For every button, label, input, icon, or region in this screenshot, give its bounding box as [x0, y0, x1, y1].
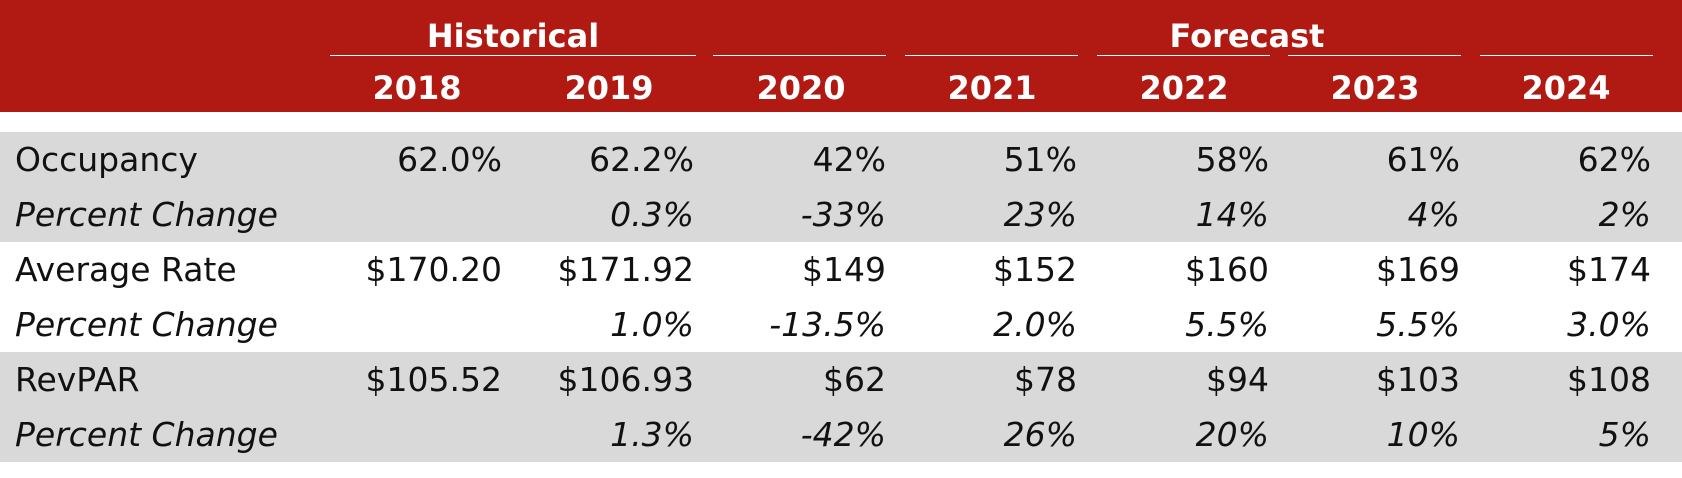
table-header: Historical Forecast 2018 2019 2020 2021 2022…	[0, 0, 1682, 112]
table-cell	[312, 187, 502, 242]
table-cell	[312, 297, 502, 352]
row-label: Average Rate	[15, 250, 237, 289]
table-cell: 42%	[812, 140, 886, 179]
group-label-historical: Historical	[426, 17, 600, 55]
table-cell: 1.3%	[610, 415, 694, 454]
table-cell: 2%	[1598, 195, 1651, 234]
header-rule-2023	[1288, 55, 1461, 56]
year-header-2024: 2024	[1521, 69, 1611, 107]
year-header-2020: 2020	[756, 69, 846, 107]
year-header-2021: 2021	[947, 69, 1037, 107]
table-cell: 4%	[1407, 195, 1460, 234]
row-label: RevPAR	[15, 360, 140, 399]
table-cell: -42%	[800, 415, 886, 454]
row-label: Occupancy	[15, 140, 198, 179]
table-cell: $78	[1014, 360, 1077, 399]
table-cell: $171.92	[557, 250, 694, 289]
year-header-2023: 2023	[1330, 69, 1420, 107]
table-row: RevPAR $105.52 $106.93 $62 $78 $94 $103 $108	[0, 352, 1682, 407]
table-cell: 2.0%	[993, 305, 1077, 344]
table-row: Percent Change 0.3% -33% 23% 14% 4% 2%	[0, 187, 1682, 242]
table-cell: $152	[993, 250, 1077, 289]
group-label-forecast: Forecast	[1169, 17, 1325, 55]
table-cell: 20%	[1195, 415, 1269, 454]
table-cell: $170.20	[365, 250, 502, 289]
table-cell: 62%	[1577, 140, 1651, 179]
table-cell: 51%	[1003, 140, 1077, 179]
table-cell: $103	[1376, 360, 1460, 399]
header-rule-2022	[1097, 55, 1270, 56]
data-table: Occupancy 62.0% 62.2% 42% 51% 58% 61% 62% Percen…	[0, 132, 1682, 478]
table-row: Percent Change 1.0% -13.5% 2.0% 5.5% 5.5% 3.0%	[0, 297, 1682, 352]
header-rule-2020	[713, 55, 886, 56]
table-cell: 23%	[1003, 195, 1077, 234]
table-cell: 1.0%	[610, 305, 694, 344]
table-cell: 58%	[1195, 140, 1269, 179]
table-cell: -13.5%	[769, 305, 886, 344]
table-cell: $169	[1376, 250, 1460, 289]
year-header-2018: 2018	[372, 69, 462, 107]
table-cell: 10%	[1386, 415, 1460, 454]
table-row: Percent Change 1.3% -42% 26% 20% 10% 5%	[0, 407, 1682, 462]
header-rule-2021	[905, 55, 1078, 56]
table-cell: 62.0%	[397, 140, 502, 179]
year-header-2022: 2022	[1139, 69, 1229, 107]
header-rule-2024	[1480, 55, 1653, 56]
table-cell: 61%	[1386, 140, 1460, 179]
table-cell: $160	[1185, 250, 1269, 289]
table-cell: 26%	[1003, 415, 1077, 454]
table-row: Occupancy 62.0% 62.2% 42% 51% 58% 61% 62%	[0, 132, 1682, 187]
row-label: Percent Change	[15, 305, 278, 344]
table-cell: 3.0%	[1567, 305, 1651, 344]
year-header-2019: 2019	[564, 69, 654, 107]
table-cell	[312, 407, 502, 462]
table-row: Average Rate $170.20 $171.92 $149 $152 $160 $1…	[0, 242, 1682, 297]
table-cell: 5%	[1598, 415, 1651, 454]
table-cell: 14%	[1195, 195, 1269, 234]
row-label: Percent Change	[15, 415, 278, 454]
table-cell: 62.2%	[589, 140, 694, 179]
table-cell: $108	[1567, 360, 1651, 399]
table-cell: $62	[823, 360, 886, 399]
table-cell: 0.3%	[610, 195, 694, 234]
table-cell: 5.5%	[1376, 305, 1460, 344]
table-cell: $94	[1206, 360, 1269, 399]
table-cell: $174	[1567, 250, 1651, 289]
table-cell: 5.5%	[1185, 305, 1269, 344]
header-rule-historical	[330, 55, 696, 56]
table-cell: $105.52	[365, 360, 502, 399]
table-cell: $106.93	[557, 360, 694, 399]
table-cell: $149	[802, 250, 886, 289]
table-cell: -33%	[800, 195, 886, 234]
row-label: Percent Change	[15, 195, 278, 234]
